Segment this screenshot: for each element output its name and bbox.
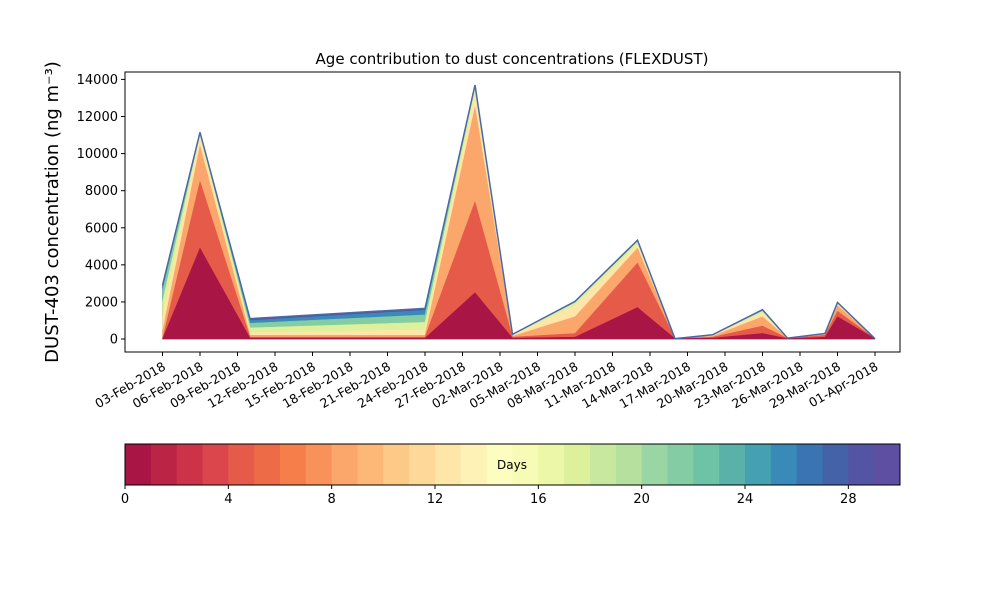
area-band-20-30 xyxy=(162,84,876,340)
colorbar-tick-label: 8 xyxy=(328,492,336,507)
stacked-area-layer xyxy=(161,84,876,340)
colorbar-swatch xyxy=(280,444,307,485)
colorbar-swatch xyxy=(435,444,462,485)
colorbar-swatch xyxy=(486,444,513,485)
y-tick-label: 14000 xyxy=(77,73,118,88)
area-band-15-20 xyxy=(162,85,876,340)
colorbar-swatch xyxy=(357,444,384,485)
colorbar-tick-label: 20 xyxy=(633,492,650,507)
colorbar-swatch xyxy=(590,444,617,485)
colorbar-tick-label: 16 xyxy=(530,492,547,507)
colorbar-swatch xyxy=(874,444,901,485)
colorbar-swatch xyxy=(383,444,410,485)
y-tick-label: 0 xyxy=(110,333,118,348)
colorbar-swatch xyxy=(796,444,823,485)
area-band-11-15 xyxy=(162,86,876,340)
y-tick-label: 4000 xyxy=(85,258,118,273)
x-axis: 03-Feb-201806-Feb-201809-Feb-201812-Feb-… xyxy=(92,352,881,411)
colorbar-swatch xyxy=(848,444,875,485)
colorbar-swatch xyxy=(538,444,565,485)
colorbar-swatch xyxy=(693,444,720,485)
colorbar-frame xyxy=(124,443,901,486)
y-axis: 0 2000 4000 6000 8000 10000 12000 14000 xyxy=(77,73,125,348)
y-tick-label: 8000 xyxy=(85,184,118,199)
colorbar-swatch xyxy=(409,444,436,485)
colorbar-tick-label: 4 xyxy=(224,492,232,507)
colorbar-swatch xyxy=(512,444,539,485)
colorbar-swatch xyxy=(564,444,591,485)
colorbar-swatch xyxy=(254,444,281,485)
colorbar: 0 4 8 12 16 20 24 28 xyxy=(121,443,901,507)
colorbar-swatch xyxy=(150,444,178,485)
y-axis-label: DUST-403 concentration (ng m⁻³) xyxy=(42,61,63,363)
colorbar-swatch xyxy=(615,444,643,485)
colorbar-swatch xyxy=(176,444,203,485)
colorbar-swatch xyxy=(641,444,668,485)
colorbar-swatch xyxy=(745,444,772,485)
colorbar-swatch xyxy=(822,444,849,485)
colorbar-swatch xyxy=(331,444,358,485)
colorbar-swatch xyxy=(770,444,798,485)
colorbar-tick-label: 24 xyxy=(737,492,754,507)
y-tick-label: 2000 xyxy=(85,295,118,310)
plot-frame xyxy=(124,71,901,353)
area-band-3-5 xyxy=(162,107,876,340)
chart-title: Age contribution to dust concentrations … xyxy=(316,50,709,68)
y-tick-label: 10000 xyxy=(77,147,118,162)
colorbar-swatch xyxy=(460,444,488,485)
total-outline xyxy=(161,84,876,340)
area-band-8-11 xyxy=(162,88,876,340)
colorbar-swatch xyxy=(125,444,152,485)
colorbar-swatch xyxy=(202,444,229,485)
colorbar-label: Days xyxy=(497,458,527,472)
colorbar-swatch xyxy=(667,444,694,485)
area-band-5-8 xyxy=(162,94,876,340)
colorbar-tick-label: 12 xyxy=(427,492,444,507)
y-tick-label: 12000 xyxy=(77,110,118,125)
colorbar-swatch xyxy=(228,444,255,485)
colorbar-tick-label: 28 xyxy=(840,492,857,507)
colorbar-tick-label: 0 xyxy=(121,492,129,507)
y-tick-label: 6000 xyxy=(85,221,118,236)
colorbar-swatch xyxy=(305,444,333,485)
colorbar-swatch xyxy=(719,444,746,485)
